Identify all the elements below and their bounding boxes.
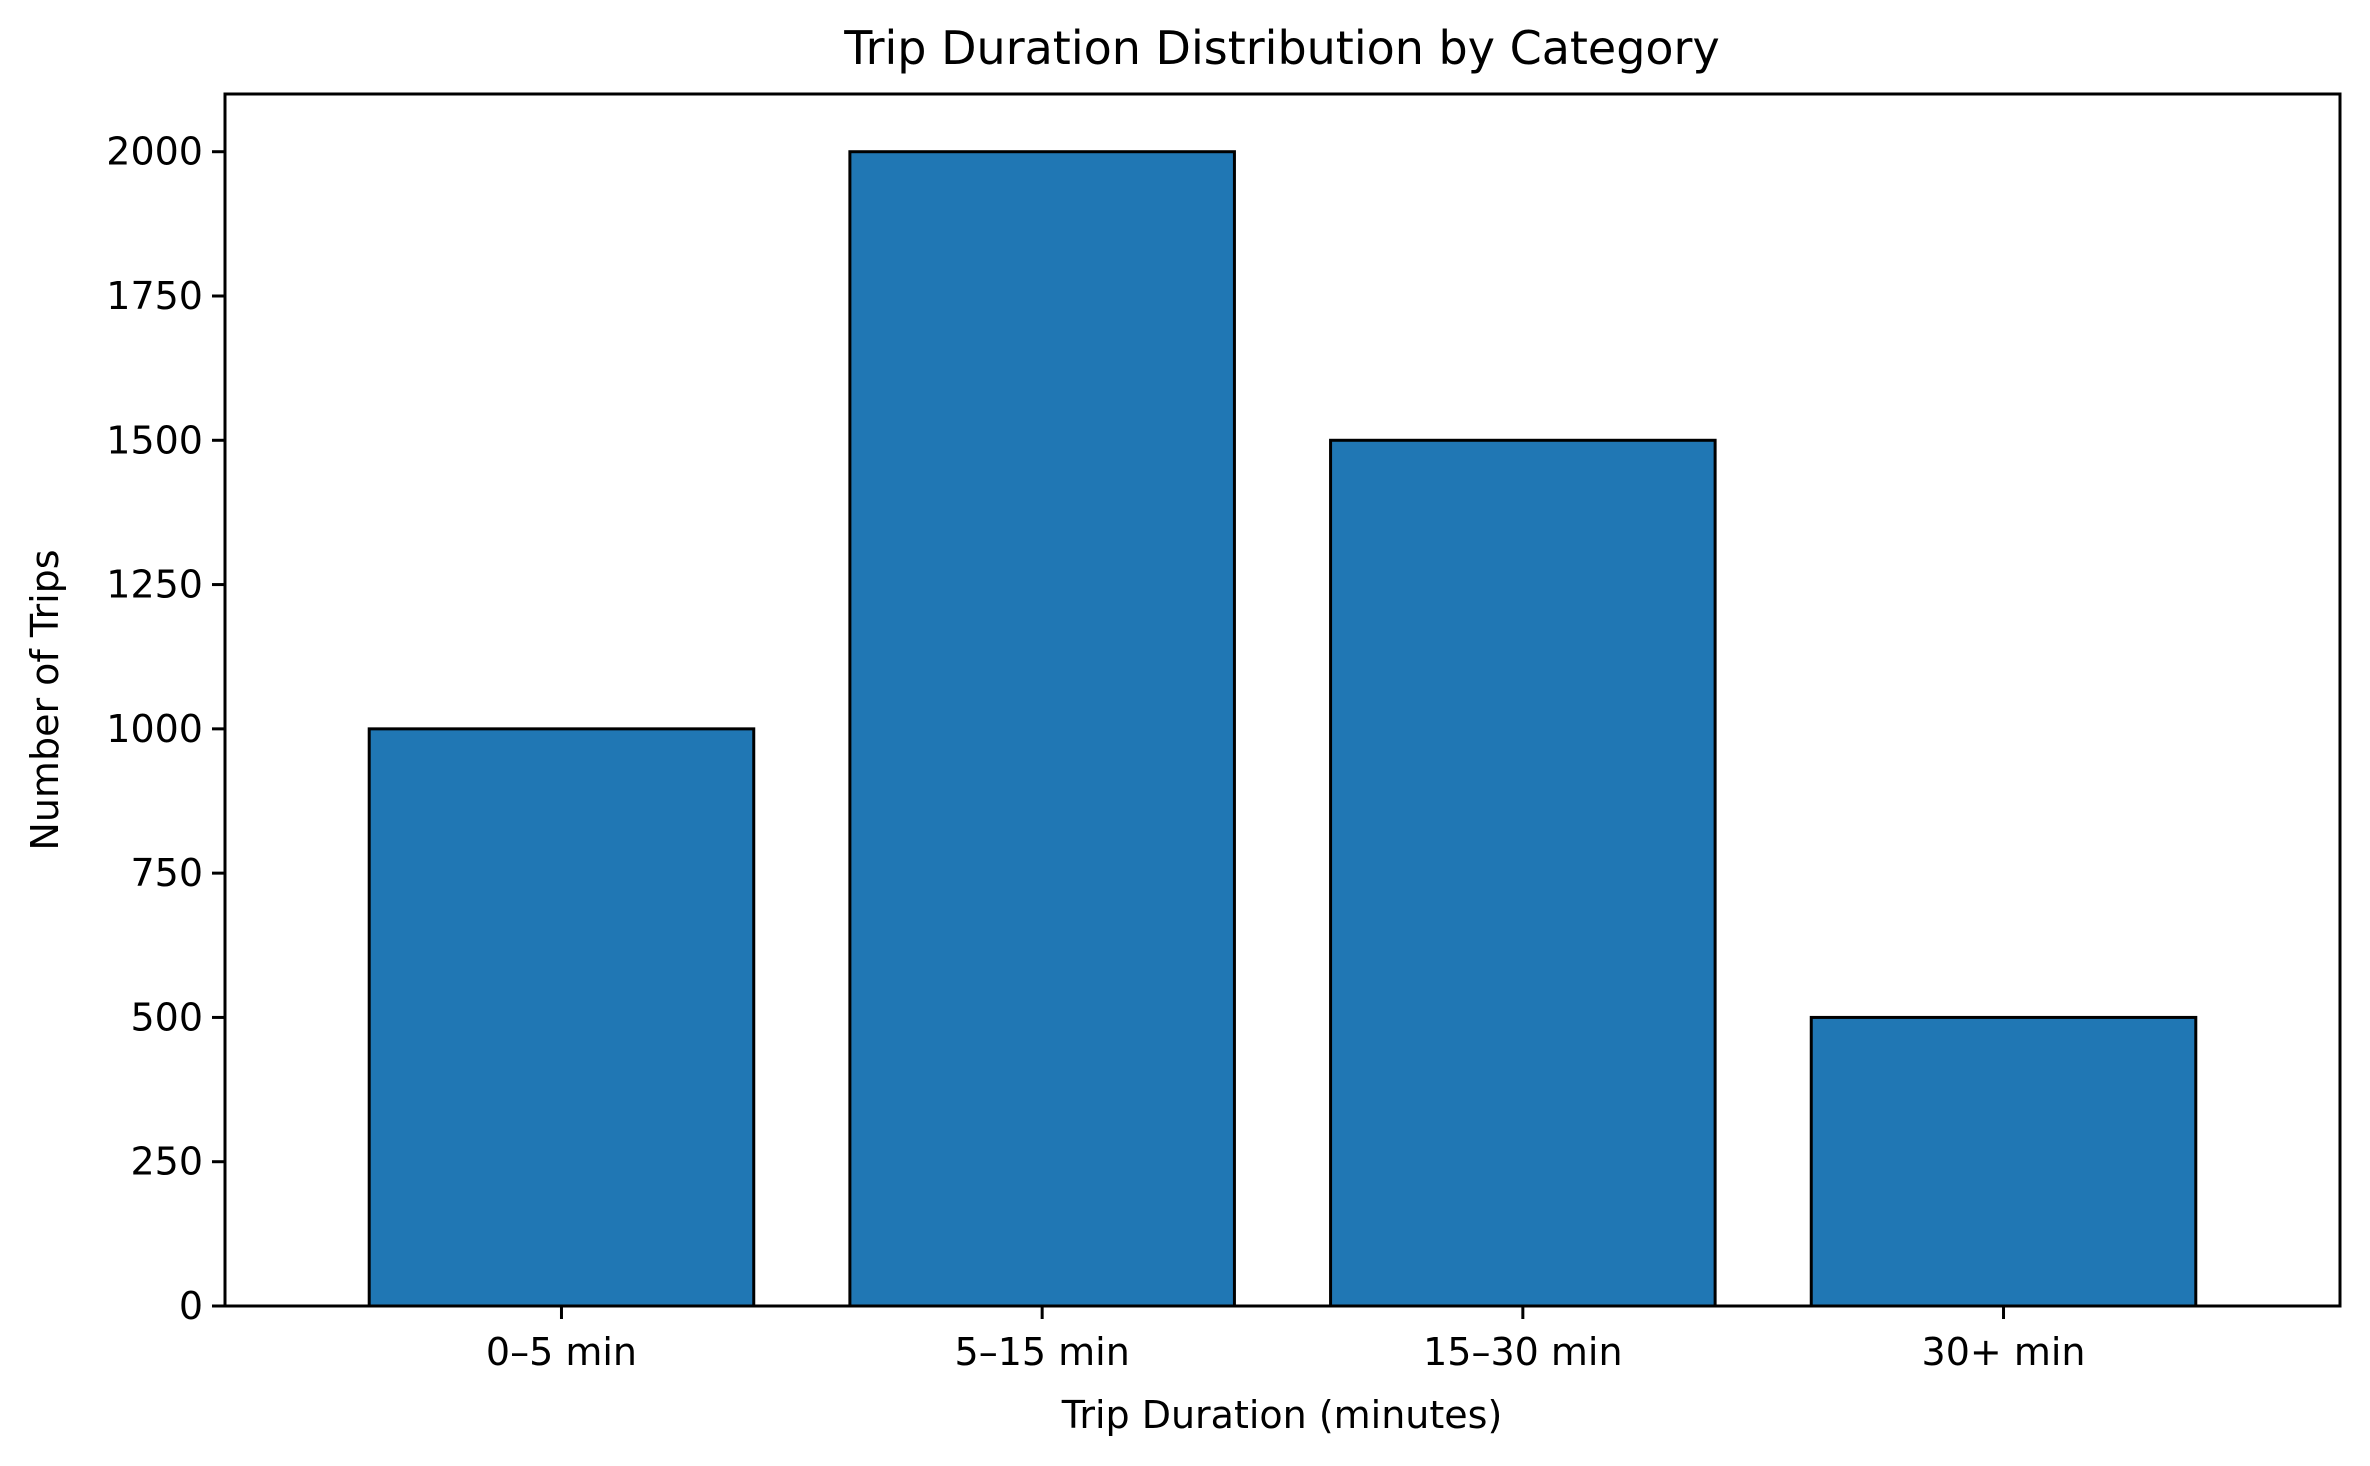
x-axis-label: Trip Duration (minutes) bbox=[1061, 1393, 1503, 1437]
y-tick-label-6: 1500 bbox=[106, 418, 203, 462]
y-tick-label-1: 250 bbox=[130, 1140, 203, 1184]
x-axis-ticks: 0–5 min 5–15 min 15–30 min 30+ min bbox=[486, 1306, 2086, 1374]
chart-title: Trip Duration Distribution by Category bbox=[843, 21, 1719, 75]
y-tick-label-2: 500 bbox=[130, 995, 203, 1039]
y-tick-label-8: 2000 bbox=[106, 130, 203, 174]
bar-3 bbox=[1809, 1015, 2198, 1308]
y-tick-label-7: 1750 bbox=[106, 274, 203, 318]
x-tick-label-1: 5–15 min bbox=[955, 1330, 1130, 1374]
bar-1 bbox=[848, 150, 1236, 1308]
plot-frame bbox=[223, 92, 2342, 1308]
y-axis-ticks: 0 250 500 750 1000 1250 1500 1750 2000 bbox=[106, 130, 225, 1328]
y-tick-label-3: 750 bbox=[130, 851, 203, 895]
x-tick-label-0: 0–5 min bbox=[486, 1330, 637, 1374]
y-axis-label: Number of Trips bbox=[23, 549, 67, 850]
y-tick-label-0: 0 bbox=[179, 1284, 203, 1328]
bar-0 bbox=[367, 727, 756, 1308]
bar-2 bbox=[1329, 438, 1717, 1308]
x-tick-label-3: 30+ min bbox=[1922, 1330, 2086, 1374]
y-tick-label-5: 1250 bbox=[106, 563, 203, 607]
y-tick-label-4: 1000 bbox=[106, 707, 203, 751]
x-tick-label-2: 15–30 min bbox=[1423, 1330, 1622, 1374]
bars-layer bbox=[367, 150, 2198, 1308]
